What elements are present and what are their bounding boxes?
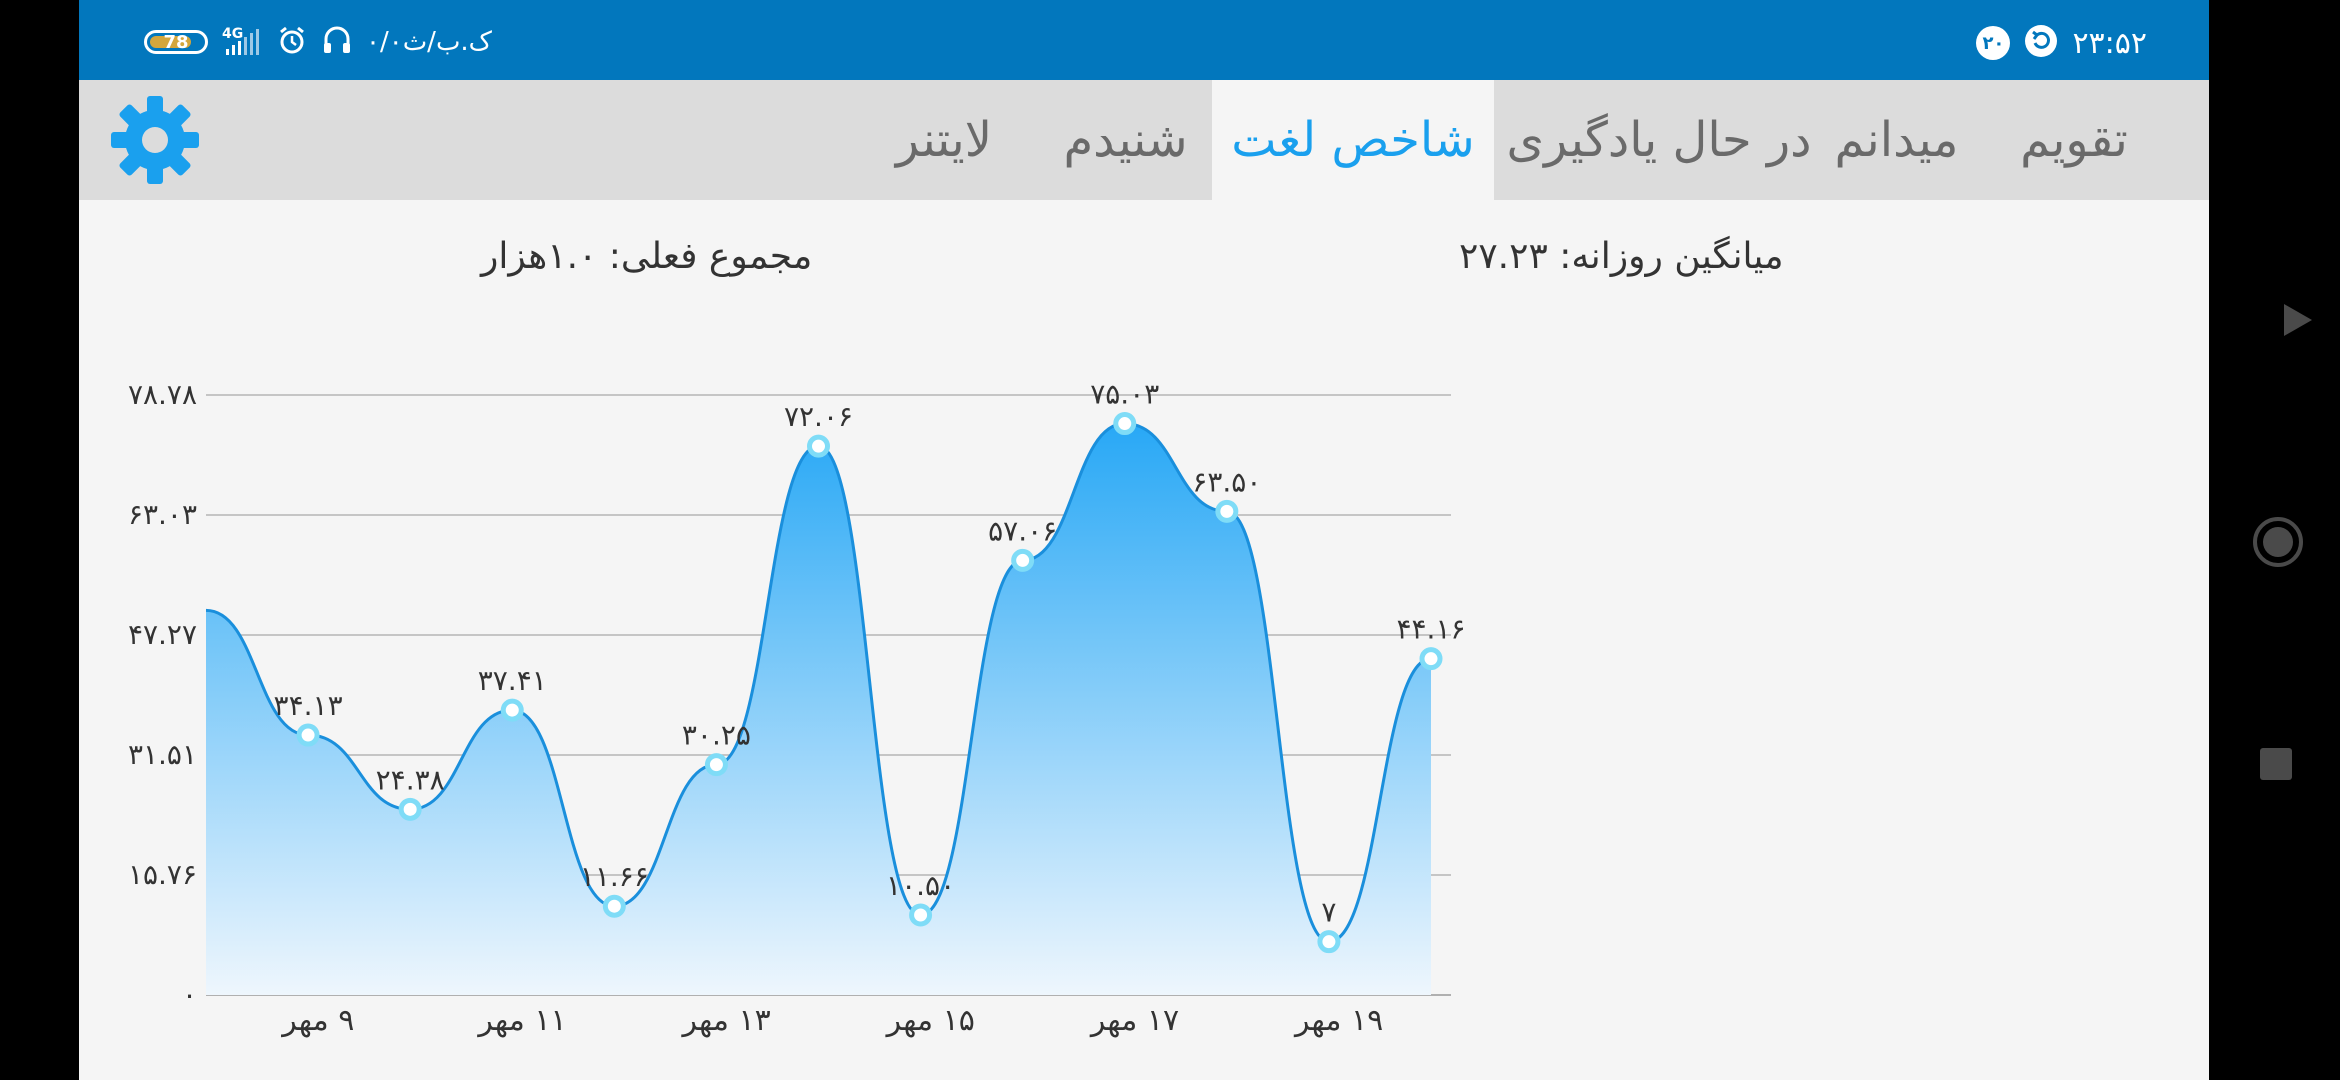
clock: ۲۳:۵۲ [2072,25,2147,61]
daily-average: میانگین روزانه: ۲۷.۲۳ [1459,236,1784,277]
y-tick-label: ۴۷.۲۷ [128,618,197,651]
tab-label: لایتنر [895,112,993,168]
data-label: ۷۲.۰۶ [784,400,853,433]
app-screen: 78 4G [79,0,2209,1080]
alarm-icon [276,24,308,60]
gear-icon [111,96,199,184]
word-index-chart: ۰ ۱۵.۷۶ ۳۱.۵۱ ۴۷.۲۷ ۶۳.۰۳ ۷۸.۷۸ ۹ مهر ۱۱ مهر ۱۳ … [128,378,1466,1038]
play-triangle-icon [2284,304,2312,336]
status-bar: 78 4G [79,0,2209,80]
home-button[interactable] [2252,516,2304,572]
tab-label: شاخص لغت [1231,112,1475,168]
data-point[interactable] [1113,412,1137,436]
area-fill [206,423,1431,995]
data-speed: ۰/۰ک.ب/ث [366,27,492,57]
data-point[interactable] [296,723,320,747]
battery-fill [150,36,191,48]
data-point[interactable] [1215,499,1239,523]
settings-button[interactable] [107,92,203,188]
data-label: ۵۷.۰۶ [988,514,1057,547]
area-line [205,422,1432,944]
x-tick-label: ۱۹ مهر [1293,1003,1383,1038]
back-button[interactable] [2280,300,2316,344]
data-point[interactable] [602,894,626,918]
tab-label: تقویم [2020,112,2128,168]
tab-calendar[interactable]: تقویم [1969,80,2179,200]
tab-known[interactable]: میدانم [1824,80,1969,200]
x-tick-label: ۱۵ مهر [885,1003,975,1038]
tab-word-index[interactable]: شاخص لغت [1212,80,1494,200]
x-tick-label: ۱۳ مهر [681,1003,771,1038]
data-label: ۶۳.۵۰ [1192,465,1261,498]
x-tick-label: ۱۷ مهر [1089,1003,1179,1038]
x-tick-label: ۹ مهر [280,1003,354,1038]
home-circle-icon [2253,517,2303,567]
data-label: ۷۵.۰۳ [1090,378,1159,411]
tab-label: شنیدم [1063,112,1188,168]
tab-heard[interactable]: شنیدم [1039,80,1212,200]
data-point[interactable] [1011,548,1035,572]
tab-learning[interactable]: در حال یادگیری [1494,80,1824,200]
status-right: ۲۰ ۲۳:۵۲ [1976,24,2147,62]
data-label: ۳۰.۲۵ [682,719,751,752]
x-tick-label: ۱۱ مهر [476,1003,566,1038]
data-point[interactable] [500,698,524,722]
square-icon [2260,748,2292,780]
signal-icon: 4G [222,26,262,57]
tab-label: میدانم [1834,112,1959,168]
y-tick-label: ۰ [182,978,197,1011]
headphones-icon [322,24,352,60]
data-point[interactable] [398,797,422,821]
y-tick-label: ۷۸.۷۸ [128,378,197,411]
data-label: ۱۱.۶۶ [580,860,649,893]
data-point[interactable] [807,434,830,458]
status-left: 78 4G [144,26,492,58]
tab-bar: تقویم میدانم در حال یادگیری شاخص لغت شنی… [79,80,2209,200]
battery-level: 78 [163,31,189,53]
data-point[interactable] [704,753,728,777]
data-label: ۷ [1321,896,1336,929]
data-label: ۲۴.۳۸ [376,763,445,796]
notification-badge: ۲۰ [1976,26,2011,60]
data-point[interactable] [909,903,933,927]
tab-leitner[interactable]: لایتنر [849,80,1039,200]
current-total: مجموع فعلی: ۱.۰هزار [481,236,813,277]
sync-icon [2024,24,2058,62]
network-type: 4G [222,26,244,42]
data-point[interactable] [1419,647,1443,671]
y-tick-label: ۳۱.۵۱ [128,738,197,771]
battery-icon: 78 [144,30,208,54]
data-point[interactable] [1317,930,1341,954]
data-label: ۱۰.۵۰ [886,869,955,902]
data-label: ۳۷.۴۱ [478,664,547,697]
y-tick-label: ۶۳.۰۳ [128,498,197,531]
data-label: ۳۴.۱۳ [274,689,343,722]
data-label: ۴۴.۱۶ [1396,613,1465,646]
tab-label: در حال یادگیری [1506,112,1812,168]
recents-button[interactable] [2258,746,2294,786]
y-tick-label: ۱۵.۷۶ [128,858,197,891]
